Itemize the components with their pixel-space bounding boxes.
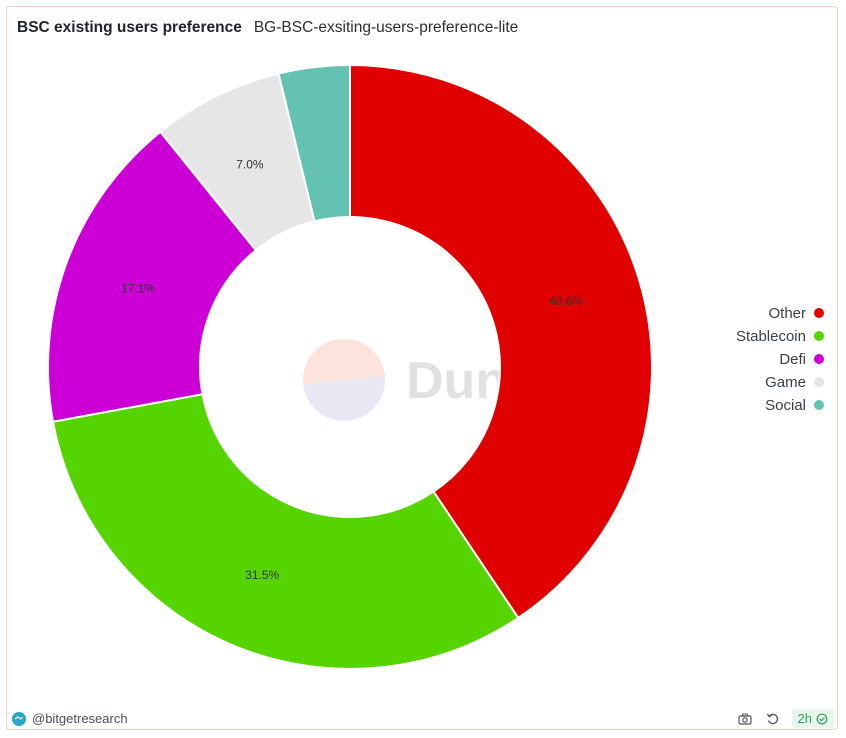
legend-item-game[interactable]: Game — [765, 373, 824, 391]
legend-dot-icon — [814, 377, 824, 387]
legend-item-social[interactable]: Social — [765, 396, 824, 414]
refresh-status-badge[interactable]: 2h — [791, 709, 834, 728]
slice-labels: 40.6% 31.5% 17.1% 7.0% — [121, 157, 583, 582]
legend-dot-icon — [814, 400, 824, 410]
author-name[interactable]: @bitgetresearch — [32, 711, 128, 726]
footer-author[interactable]: @bitgetresearch — [12, 711, 128, 726]
legend-label: Stablecoin — [735, 327, 806, 345]
dune-logo-upper-icon — [302, 338, 385, 384]
refresh-icon[interactable] — [764, 710, 782, 728]
slice-other[interactable] — [349, 63, 653, 620]
legend-item-defi[interactable]: Defi — [779, 350, 824, 368]
slice-defi[interactable] — [47, 130, 258, 423]
legend-item-stablecoin[interactable]: Stablecoin — [736, 327, 824, 345]
author-avatar-icon — [12, 711, 26, 726]
slice-label-other: 40.6% — [549, 294, 583, 308]
check-circle-icon — [816, 713, 828, 724]
footer-actions: 2h — [736, 709, 834, 728]
chart-header: BSC existing users preference BG-BSC-exs… — [17, 19, 518, 39]
legend-item-other[interactable]: Other — [768, 304, 824, 322]
query-name[interactable]: BG-BSC-exsiting-users-preference-lite — [253, 19, 519, 36]
legend-dot-icon — [814, 308, 824, 318]
legend-dot-icon — [814, 354, 824, 364]
slice-social[interactable] — [277, 63, 351, 223]
chart-legend: Other Stablecoin Defi Game Social — [736, 304, 824, 414]
slice-label-stablecoin: 31.5% — [245, 568, 279, 582]
legend-label: Other — [768, 304, 806, 322]
chart-title: BSC existing users preference — [17, 19, 242, 36]
slice-label-game: 7.0% — [236, 157, 264, 171]
slice-stablecoin[interactable] — [51, 393, 520, 670]
donut-slices — [47, 63, 653, 670]
legend-label: Social — [765, 396, 806, 414]
legend-label: Defi — [779, 350, 806, 368]
camera-icon[interactable] — [736, 710, 754, 728]
slice-label-defi: 17.1% — [121, 281, 155, 295]
legend-dot-icon — [814, 331, 824, 341]
refresh-age: 2h — [797, 711, 812, 726]
legend-label: Game — [765, 373, 806, 391]
